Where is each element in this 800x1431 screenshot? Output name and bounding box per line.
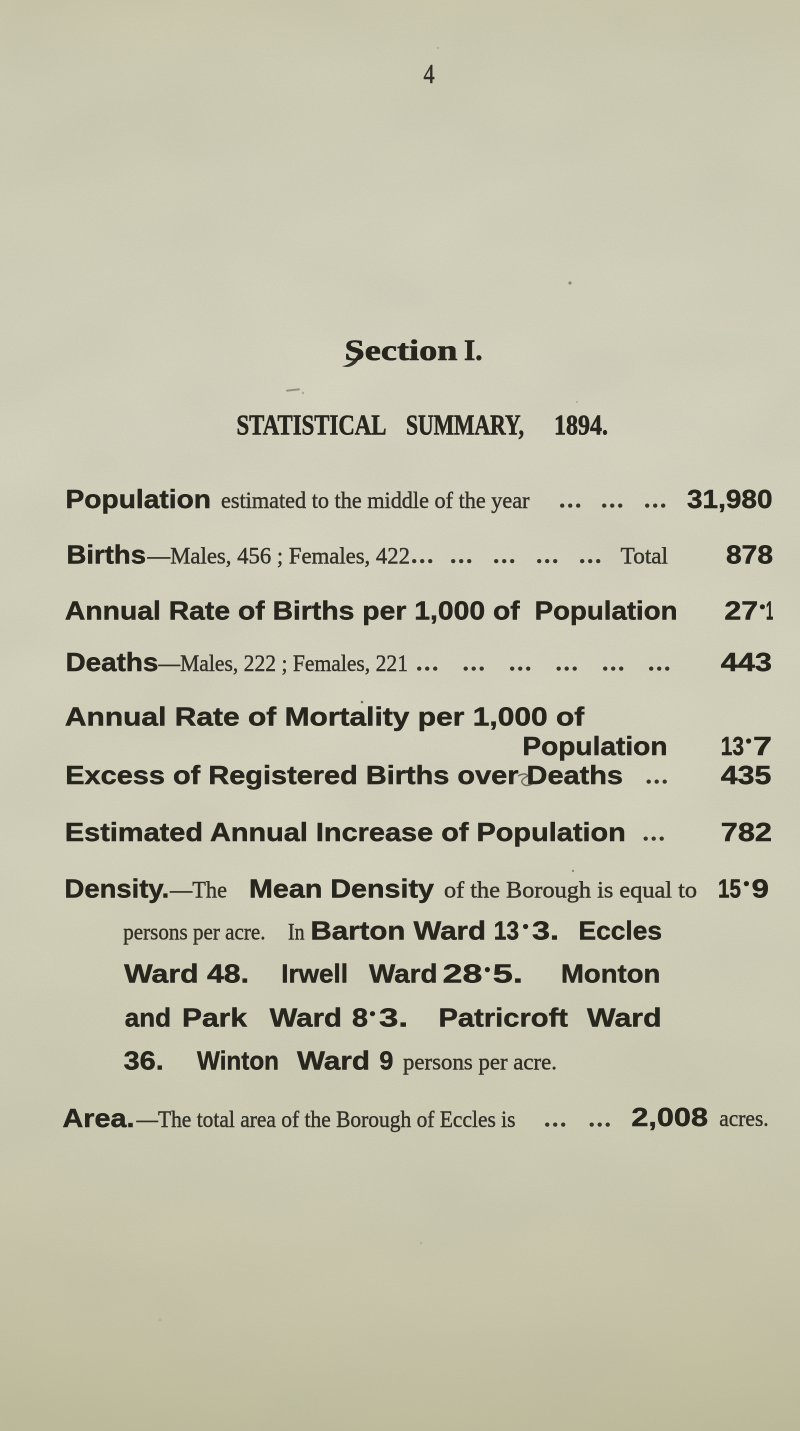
svg-text:Population: Population (66, 484, 212, 514)
svg-text:2,008: 2,008 (631, 1102, 708, 1132)
svg-text:443: 443 (721, 647, 772, 677)
svg-text:Ward: Ward (270, 1003, 342, 1033)
svg-text:31,980: 31,980 (687, 484, 773, 514)
svg-text:9: 9 (752, 874, 769, 904)
svg-text:Ward 48.: Ward 48. (124, 959, 249, 989)
svg-text:1894.: 1894. (554, 410, 608, 442)
svg-text:Estimated Annual Increase of P: Estimated Annual Increase of Population (65, 817, 626, 847)
svg-text:Monton: Monton (561, 959, 660, 989)
svg-text:Density.: Density. (65, 874, 170, 904)
svg-text:28: 28 (443, 959, 483, 989)
svg-text:Area.: Area. (63, 1103, 135, 1133)
svg-text:1: 1 (766, 595, 773, 625)
svg-text:Population: Population (535, 595, 678, 625)
svg-text:persons per acre.: persons per acre. (403, 1050, 557, 1075)
svg-text:Section: Section (345, 334, 458, 367)
svg-text:I.: I. (464, 334, 483, 367)
svg-text:27: 27 (724, 595, 758, 625)
svg-text:—Males, 456 ; Females, 422: —Males, 456 ; Females, 422 (147, 544, 410, 569)
svg-text:Barton Ward: Barton Ward (311, 916, 487, 946)
svg-text:7: 7 (753, 731, 772, 761)
svg-text:persons per acre.: persons per acre. (123, 920, 265, 945)
svg-text:8: 8 (352, 1003, 368, 1033)
svg-text:3.: 3. (532, 916, 559, 946)
svg-text:Eccles: Eccles (579, 916, 663, 946)
svg-text:Population: Population (522, 731, 667, 761)
svg-text:9: 9 (379, 1046, 393, 1076)
svg-text:of the Borough is equal to: of the Borough is equal to (444, 878, 697, 903)
svg-text:435: 435 (721, 760, 772, 790)
svg-text:Annual Rate of Births per 1,00: Annual Rate of Births per 1,000 of (65, 595, 520, 625)
svg-text:Park: Park (182, 1003, 248, 1033)
svg-text:Patricroft: Patricroft (439, 1003, 569, 1033)
svg-text:STATISTICAL: STATISTICAL (237, 410, 387, 442)
svg-text:Annual Rate of Mortality per 1: Annual Rate of Mortality per 1,000 of (65, 702, 585, 732)
svg-text:Ward: Ward (587, 1003, 662, 1033)
svg-text:Ward: Ward (297, 1046, 370, 1076)
svg-text:Winton: Winton (197, 1046, 279, 1076)
svg-text:Deaths: Deaths (66, 647, 159, 677)
svg-text:Excess of Registered Births ov: Excess of Registered Births over Deaths (65, 760, 623, 790)
svg-text:and: and (125, 1003, 171, 1033)
svg-text:36.: 36. (124, 1046, 164, 1076)
svg-text:4: 4 (424, 59, 435, 89)
svg-text:estimated to the middle of the: estimated to the middle of the year (221, 488, 530, 513)
svg-text:—The total area of the Borough: —The total area of the Borough of Eccles… (136, 1107, 516, 1132)
svg-text:Births: Births (67, 540, 147, 570)
svg-text:15: 15 (718, 874, 741, 904)
svg-text:Ward: Ward (369, 959, 438, 989)
svg-text:—The: —The (169, 878, 227, 903)
svg-text:782: 782 (721, 817, 772, 847)
svg-text:SUMMARY,: SUMMARY, (406, 410, 524, 442)
svg-text:Total: Total (621, 544, 668, 569)
svg-text:13: 13 (494, 916, 519, 946)
svg-text:Irwell: Irwell (281, 959, 348, 989)
svg-text:5.: 5. (493, 959, 523, 989)
svg-text:3.: 3. (379, 1003, 408, 1033)
svg-text:Mean Density: Mean Density (249, 874, 435, 904)
svg-text:acres.: acres. (719, 1106, 769, 1131)
svg-text:13: 13 (721, 731, 744, 761)
svg-text:878: 878 (726, 540, 773, 570)
svg-text:In: In (288, 920, 305, 945)
svg-text:—Males, 222 ; Females, 221: —Males, 222 ; Females, 221 (158, 651, 408, 676)
